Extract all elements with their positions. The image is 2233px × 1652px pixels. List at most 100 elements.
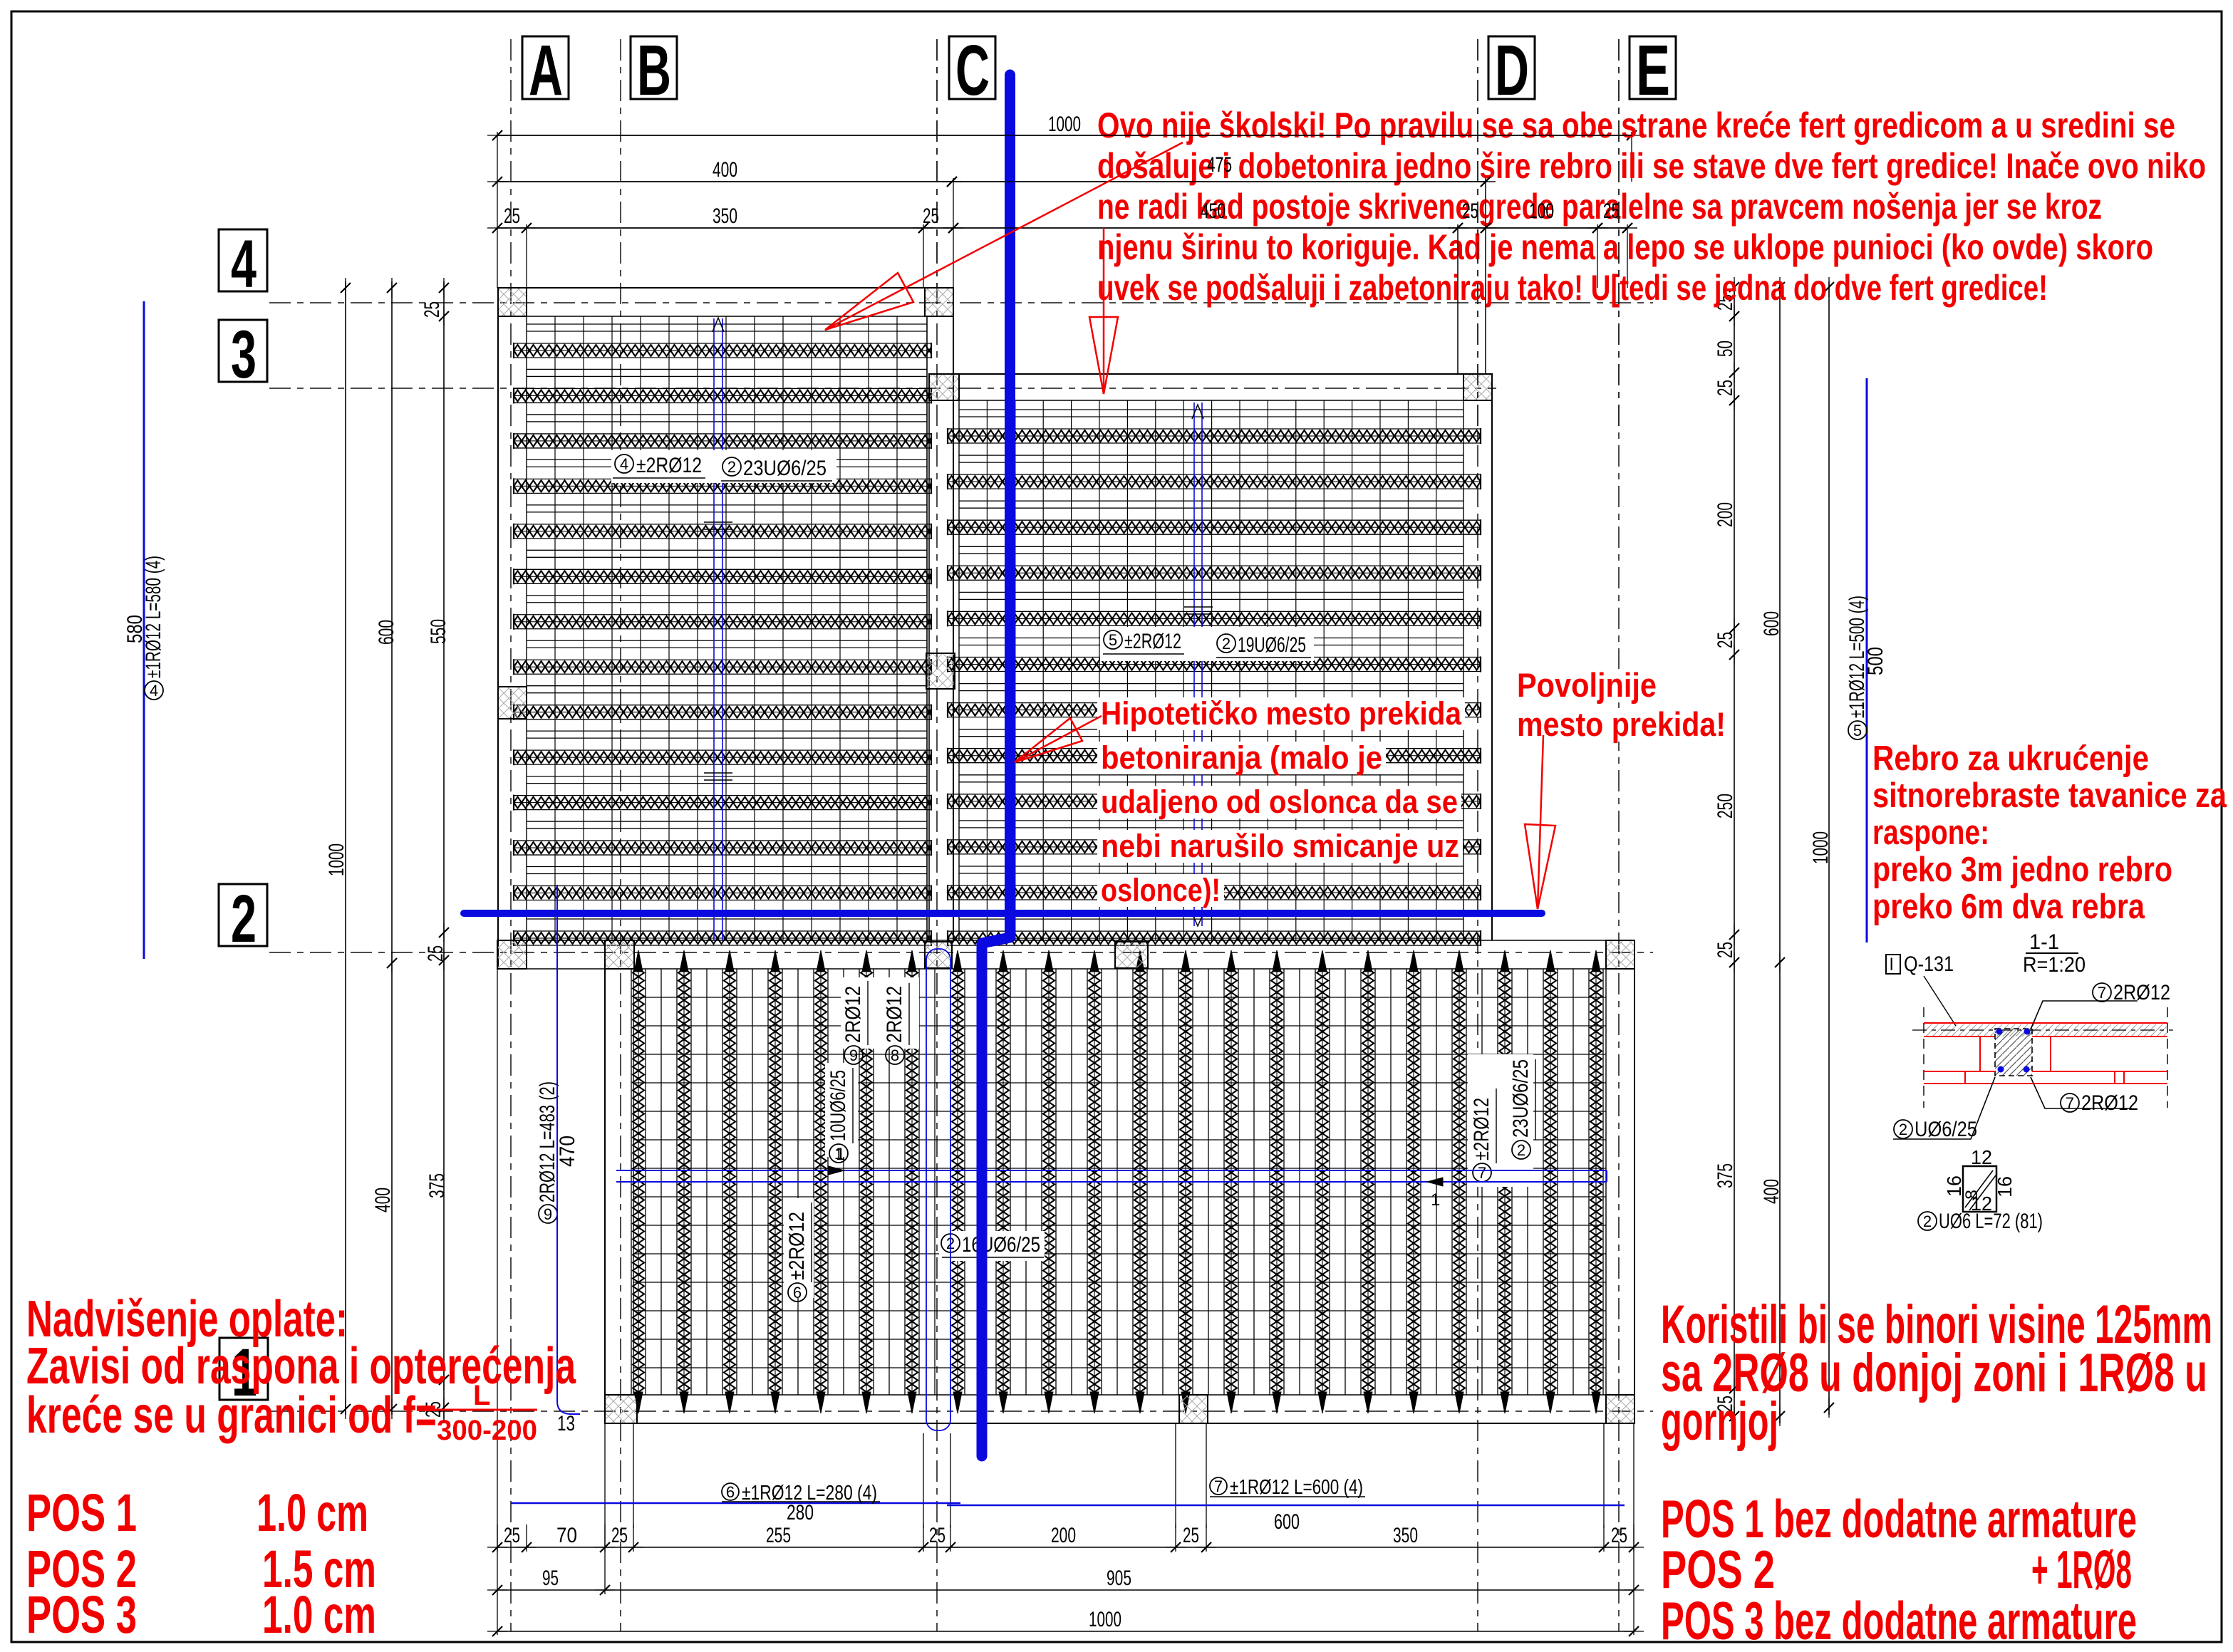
svg-text:oslonce)!: oslonce)!: [1101, 872, 1221, 908]
svg-text:7: 7: [2098, 984, 2106, 1002]
svg-text:POS 3: POS 3: [26, 1585, 137, 1644]
svg-text:1.5 cm: 1.5 cm: [262, 1539, 376, 1599]
svg-text:udaljeno od oslonca da se: udaljeno od oslonca da se: [1101, 784, 1458, 820]
svg-text:1: 1: [232, 1335, 257, 1411]
svg-text:13: 13: [557, 1412, 575, 1435]
svg-text:25: 25: [1714, 1396, 1737, 1412]
svg-text:25: 25: [1462, 199, 1478, 223]
svg-text:470: 470: [556, 1136, 579, 1167]
svg-text:25: 25: [504, 1524, 520, 1547]
svg-text:POS 2: POS 2: [26, 1539, 137, 1599]
svg-text:±2RØ12: ±2RØ12: [1470, 1098, 1493, 1160]
svg-text:500: 500: [1864, 647, 1887, 675]
svg-text:kreće se u granici od f=: kreće se u granici od f=: [26, 1387, 437, 1444]
svg-text:16: 16: [1994, 1176, 2016, 1198]
svg-text:25: 25: [611, 1524, 628, 1547]
svg-text:2: 2: [1517, 1141, 1525, 1159]
svg-text:±1RØ12 L=580 (4): ±1RØ12 L=580 (4): [142, 556, 165, 678]
svg-text:200: 200: [1714, 502, 1737, 527]
svg-text:25: 25: [1603, 199, 1620, 223]
svg-text:25: 25: [1714, 632, 1737, 648]
svg-text:280: 280: [787, 1501, 814, 1524]
svg-text:sitnorebraste tavanice za: sitnorebraste tavanice za: [1872, 776, 2227, 815]
svg-text:gornjoj: gornjoj: [1661, 1391, 1778, 1452]
svg-text:2RØ12: 2RØ12: [2081, 1091, 2138, 1115]
svg-text:+ 1RØ8: + 1RØ8: [2031, 1539, 2132, 1599]
svg-text:580: 580: [123, 615, 147, 643]
svg-text:9: 9: [544, 1205, 552, 1223]
svg-text:A: A: [529, 31, 563, 110]
svg-text:POS 1: POS 1: [26, 1483, 137, 1542]
svg-text:l: l: [1890, 955, 1893, 975]
svg-text:D: D: [1495, 31, 1529, 110]
svg-text:6: 6: [726, 1483, 735, 1501]
svg-text:UØ6/25: UØ6/25: [1915, 1118, 1977, 1141]
svg-text:ne radi kad postoje skrivene g: ne radi kad postoje skrivene grede paral…: [1097, 187, 2102, 227]
svg-text:5: 5: [1853, 722, 1862, 739]
svg-text:100: 100: [1529, 199, 1554, 223]
svg-text:8: 8: [1962, 1190, 1981, 1200]
svg-text:betoniranja (malo je: betoniranja (malo je: [1101, 739, 1382, 776]
svg-text:2: 2: [1899, 1121, 1907, 1138]
svg-text:25: 25: [1714, 380, 1737, 396]
svg-text:4: 4: [620, 455, 628, 473]
svg-text:raspone:: raspone:: [1872, 814, 1989, 852]
svg-text:C: C: [955, 31, 990, 110]
svg-text:B: B: [637, 31, 671, 110]
svg-text:12: 12: [1971, 1146, 1992, 1168]
svg-text:Povoljnije: Povoljnije: [1517, 666, 1657, 704]
svg-text:POS 3 bez dodatne armature: POS 3 bez dodatne armature: [1661, 1591, 2137, 1651]
svg-text:Koristili bi se binori visine: Koristili bi se binori visine 125mm: [1661, 1294, 2212, 1355]
svg-text:25: 25: [1714, 942, 1737, 958]
svg-text:njenu širinu to koriguje. Kad: njenu širinu to koriguje. Kad je nema a …: [1097, 227, 2153, 267]
svg-text:2RØ12: 2RØ12: [841, 986, 865, 1043]
svg-text:100: 100: [1529, 199, 1554, 223]
svg-text:450: 450: [1201, 199, 1226, 223]
svg-text:1.0 cm: 1.0 cm: [257, 1483, 368, 1542]
svg-text:400: 400: [713, 158, 737, 182]
svg-text:L: L: [473, 1380, 490, 1411]
svg-text:25: 25: [929, 1524, 945, 1547]
svg-text:95: 95: [542, 1567, 559, 1590]
svg-text:400: 400: [371, 1188, 395, 1212]
svg-text:nebi narušilo smicanje uz: nebi narušilo smicanje uz: [1101, 828, 1459, 864]
svg-text:preko 6m dva rebra: preko 6m dva rebra: [1872, 888, 2145, 926]
svg-text:4: 4: [231, 227, 257, 302]
svg-text:70: 70: [556, 1524, 577, 1547]
svg-text:Nadvišenje oplate:: Nadvišenje oplate:: [26, 1291, 348, 1348]
svg-text:2RØ12: 2RØ12: [2113, 981, 2170, 1004]
svg-text:preko 3m jedno rebro: preko 3m jedno rebro: [1872, 851, 2172, 889]
svg-text:±2RØ12: ±2RØ12: [1124, 630, 1181, 653]
svg-text:600: 600: [1760, 611, 1783, 636]
svg-text:Hipotetičko mesto prekida: Hipotetičko mesto prekida: [1101, 695, 1462, 732]
svg-text:25: 25: [1714, 294, 1737, 311]
svg-text:±1RØ12 L=500 (4): ±1RØ12 L=500 (4): [1845, 596, 1869, 718]
svg-text:200: 200: [1051, 1524, 1076, 1547]
svg-text:255: 255: [766, 1524, 791, 1547]
svg-text:350: 350: [713, 204, 737, 228]
svg-text:2: 2: [231, 881, 257, 957]
svg-text:POS 1 bez dodatne armature: POS 1 bez dodatne armature: [1661, 1489, 2137, 1549]
svg-text:550: 550: [427, 619, 450, 644]
svg-text:12: 12: [1971, 1193, 1992, 1215]
svg-text:2: 2: [1923, 1212, 1932, 1230]
svg-text:8: 8: [891, 1046, 899, 1064]
svg-text:2RØ12: 2RØ12: [883, 986, 906, 1043]
svg-text:E: E: [1636, 31, 1670, 110]
svg-text:25: 25: [1611, 1524, 1627, 1547]
svg-text:25: 25: [1462, 199, 1478, 223]
svg-text:350: 350: [1393, 1524, 1418, 1547]
svg-text:2RØ12 L=483 (2): 2RØ12 L=483 (2): [536, 1081, 559, 1202]
svg-text:Q-131: Q-131: [1904, 952, 1954, 976]
svg-text:±2RØ12: ±2RØ12: [636, 454, 702, 477]
svg-text:2: 2: [727, 458, 736, 476]
svg-text:475: 475: [1207, 153, 1232, 177]
svg-text:1: 1: [834, 1145, 843, 1163]
svg-text:3: 3: [231, 317, 257, 393]
svg-text:došaluje i dobetonira jedno ši: došaluje i dobetonira jedno šire rebro i…: [1097, 146, 2206, 186]
svg-text:400: 400: [1760, 1179, 1783, 1204]
svg-text:23UØ6/25: 23UØ6/25: [1509, 1059, 1533, 1138]
svg-text:450: 450: [1201, 199, 1226, 223]
svg-text:23UØ6/25: 23UØ6/25: [743, 457, 827, 480]
svg-text:1: 1: [836, 1145, 845, 1164]
